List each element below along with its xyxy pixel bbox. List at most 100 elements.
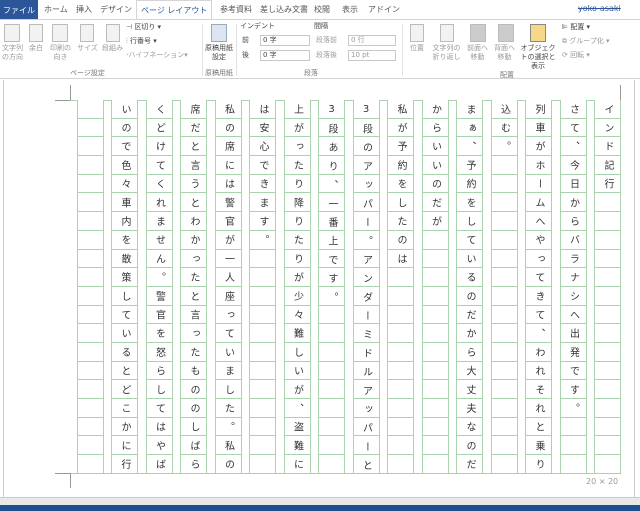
tab-5[interactable]: 参考資料 [220, 5, 252, 14]
tab-2[interactable]: 挿入 [76, 5, 92, 14]
manuscript-cell [146, 212, 172, 231]
manuscript-cell [319, 137, 344, 157]
manuscript-cell [422, 343, 448, 362]
manuscript-cell [353, 436, 379, 456]
user-account[interactable]: yoko-asaki [578, 4, 621, 13]
margins-button[interactable]: 余白 [29, 44, 43, 52]
manuscript-cell [215, 137, 241, 157]
manuscript-cell [284, 324, 310, 343]
wrap-text-button[interactable]: 文字列の折り返し [432, 44, 461, 61]
space-before-input[interactable]: 0 行 [348, 35, 396, 46]
manuscript-cell [526, 268, 551, 287]
manuscript-cell [388, 193, 413, 213]
manuscript-cell [353, 212, 379, 231]
manuscript-cell [146, 380, 172, 399]
manuscript-cell [319, 250, 344, 269]
manuscript-cell [526, 175, 551, 194]
manuscript-cell [181, 231, 206, 250]
manuscript-cell [146, 175, 172, 194]
indent-after-input[interactable]: 0 字 [260, 50, 310, 61]
manuscript-cell [215, 193, 241, 213]
tab-6[interactable]: 差し込み文書 [260, 5, 308, 14]
manuscript-cell [284, 137, 310, 157]
manuscript-cell [422, 119, 448, 138]
horizontal-scrollbar[interactable] [0, 497, 640, 506]
manuscript-column: 3段のアッパー。アンダーミドルアッパーと [352, 100, 380, 474]
manuscript-cell [146, 119, 172, 138]
manuscript-cell [491, 137, 517, 157]
tab-7[interactable]: 校閲 [314, 5, 330, 14]
bring-forward-button[interactable]: 前面へ移動 [467, 44, 488, 61]
manuscript-cell [146, 418, 172, 437]
manuscript-column: まぁ、予約をしているのだから大丈夫なのだ [456, 100, 483, 474]
tab-4[interactable]: ページ レイアウト [136, 0, 213, 20]
manuscript-cell [526, 399, 551, 418]
manuscript-cell [560, 399, 586, 418]
manuscript-cell [560, 306, 586, 325]
space-after-input[interactable]: 10 pt [348, 50, 396, 61]
manuscript-cell [560, 156, 586, 175]
manuscript-cell [181, 362, 206, 381]
line-numbers-icon: ⫶ [126, 37, 130, 45]
manuscript-cell [215, 231, 241, 250]
tab-9[interactable]: アドイン [368, 5, 400, 14]
manuscript-cell [181, 380, 206, 399]
size-button[interactable]: サイズ [77, 44, 98, 52]
manuscript-cell [388, 137, 413, 157]
manuscript-column-text: 席だと言うとわかったと言ったもののしばら [188, 104, 199, 474]
indent-label: インデント [240, 22, 275, 30]
manuscript-cell [595, 380, 620, 399]
breaks-button[interactable]: ⊣ 区切り ▾ [126, 23, 162, 31]
genko-setup-button[interactable]: 原稿用紙設定 [205, 44, 233, 61]
columns-button[interactable]: 段組み [102, 44, 123, 52]
manuscript-cell [77, 362, 103, 381]
tab-8[interactable]: 表示 [342, 5, 358, 14]
manuscript-cell [319, 156, 344, 175]
tab-0[interactable]: ファイル [0, 0, 38, 19]
send-backward-button[interactable]: 背面へ移動 [494, 44, 515, 61]
manuscript-column: 列車がホームへやってきて、われそれと乗り [525, 100, 552, 474]
manuscript-cell [181, 306, 206, 325]
divider [202, 24, 203, 76]
manuscript-cell [77, 156, 103, 175]
manuscript-cell [422, 418, 448, 437]
indent-before-input[interactable]: 0 字 [260, 35, 310, 46]
group-button[interactable]: ⧉ グループ化 ▾ [562, 37, 610, 45]
manuscript-cell [388, 418, 413, 437]
manuscript-column: 私が予約をしたのは [387, 100, 414, 474]
line-numbers-button[interactable]: ⫶ 行番号 ▾ [126, 37, 157, 45]
manuscript-cell [491, 119, 517, 138]
manuscript-cell [422, 455, 448, 474]
manuscript-cell [250, 250, 275, 269]
column-gap [379, 100, 387, 474]
manuscript-cell [491, 231, 517, 250]
selection-pane-button[interactable]: オブジェクトの選択と表示 [520, 44, 556, 70]
manuscript-cell [457, 380, 482, 399]
manuscript-cell [284, 399, 310, 418]
position-button[interactable]: 位置 [410, 44, 424, 52]
manuscript-cell [595, 436, 620, 456]
tab-1[interactable]: ホーム [44, 5, 68, 14]
text-direction-button[interactable]: 文字列の方向 [2, 44, 23, 61]
manuscript-cell [560, 343, 586, 362]
space-after-label: 段落後 [316, 51, 337, 59]
manuscript-cell [526, 455, 551, 474]
manuscript-column: 私の席には警官が一人座っていました。私の [214, 100, 242, 474]
manuscript-cell [181, 175, 206, 194]
rotate-button[interactable]: ⟳ 回転 ▾ [562, 51, 590, 59]
manuscript-cell [457, 436, 482, 456]
manuscript-cell [422, 212, 448, 231]
align-button[interactable]: ⊫ 配置 ▾ [562, 23, 591, 31]
hyphenation-button[interactable]: ‐ハイフネーション▾ [126, 51, 188, 59]
orientation-button[interactable]: 印刷の向き [50, 44, 71, 61]
manuscript-cell [422, 100, 448, 119]
manuscript-cell [319, 193, 344, 213]
manuscript-cell [422, 137, 448, 157]
tab-3[interactable]: デザイン [100, 5, 132, 14]
manuscript-cell [146, 455, 172, 474]
manuscript-cell [560, 212, 586, 231]
manuscript-cell [353, 175, 379, 194]
manuscript-cell [491, 156, 517, 175]
document-page[interactable] [3, 80, 635, 497]
manuscript-cell [215, 380, 241, 399]
